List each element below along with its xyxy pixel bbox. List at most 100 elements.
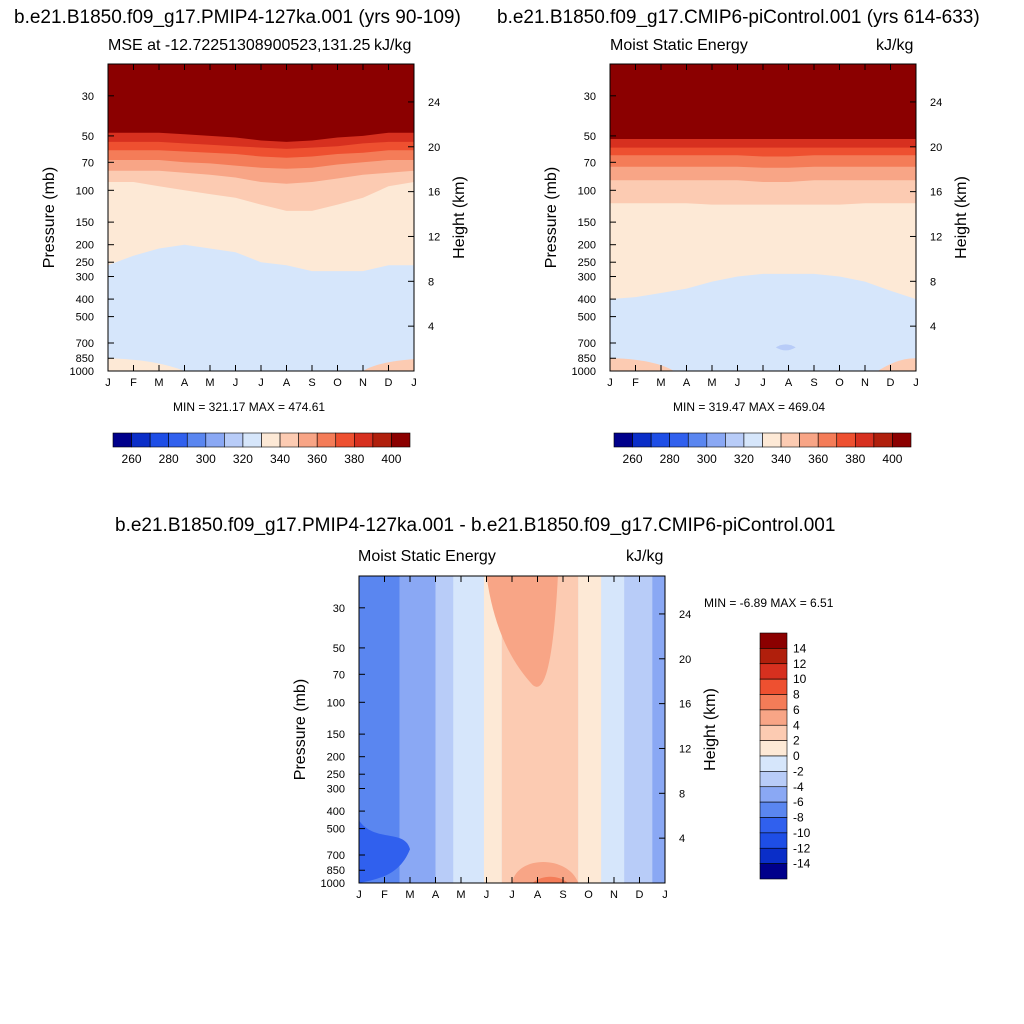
x-tick-label: J [607, 377, 613, 389]
diff-band-peak [532, 876, 569, 883]
x-tick-label: J [233, 377, 239, 389]
y-tick-label: 200 [578, 240, 596, 252]
colorbar-box [186, 432, 207, 448]
colorbar-box [892, 432, 912, 448]
x-tick-label: F [632, 377, 639, 389]
x-tick-label: O [584, 889, 593, 901]
colorbar-label: 280 [159, 452, 179, 466]
colorbar-label: 360 [307, 452, 327, 466]
x-tick-label: N [359, 377, 367, 389]
colorbar-label: 400 [882, 452, 902, 466]
y-tick-label: 50 [82, 131, 94, 143]
colorbar-box [759, 832, 788, 849]
x-tick-label: S [810, 377, 817, 389]
x-tick-label: A [683, 377, 691, 389]
height-tick-label: 8 [679, 788, 685, 800]
y-tick-label: 700 [578, 338, 596, 350]
x-tick-label: J [509, 889, 515, 901]
contour-band-320 [108, 316, 414, 371]
colorbar-label: 4 [793, 718, 800, 732]
colorbar-box [372, 432, 392, 448]
colorbar-box [669, 432, 689, 448]
x-tick-label: J [411, 377, 417, 389]
colorbar-box [759, 740, 788, 757]
height-tick-label: 8 [428, 276, 434, 288]
colorbar-label: 12 [793, 657, 807, 671]
colorbar-box [391, 432, 411, 448]
colorbar-box [759, 678, 788, 695]
colorbar-box [759, 755, 788, 772]
x-tick-label: A [785, 377, 793, 389]
colorbar-box [873, 432, 893, 448]
panel-title-right: b.e21.B1850.f09_g17.CMIP6-piControl.001 … [497, 7, 980, 28]
colorbar-label: 6 [793, 703, 800, 717]
y-tick-label: 30 [333, 603, 345, 615]
colorbar-box [706, 432, 726, 448]
colorbar-box [762, 432, 782, 448]
contour-band-320 [673, 318, 872, 371]
diff-band-max-lower [512, 862, 579, 883]
colorbar-box [780, 432, 800, 448]
colorbar-label: -6 [793, 795, 804, 809]
diff-band-3 [453, 576, 484, 883]
colorbar-label: -4 [793, 780, 804, 794]
colorbar-label: -12 [793, 841, 811, 855]
height-tick-label: 12 [428, 231, 440, 243]
colorbar-box [836, 432, 856, 448]
y-tick-label: 1000 [321, 878, 345, 890]
diff-band-min [359, 820, 410, 883]
x-tick-label: A [181, 377, 189, 389]
height-tick-label: 24 [930, 97, 942, 109]
x-tick-label: J [735, 377, 741, 389]
height-axis-title: Height (km) [953, 176, 970, 259]
units-left-pmip: kJ/kg [374, 37, 412, 54]
colorbar-box [759, 663, 788, 680]
plot-area-top-right [609, 63, 917, 372]
panel-title-diff: b.e21.B1850.f09_g17.PMIP4-127ka.001 - b.… [115, 515, 836, 536]
height-tick-label: 20 [428, 142, 440, 154]
height-tick-label: 12 [930, 231, 942, 243]
height-tick-label: 20 [679, 654, 691, 666]
colorbar-label: 260 [122, 452, 142, 466]
height-tick-label: 8 [930, 276, 936, 288]
colorbar-box [759, 709, 788, 726]
contour-band-400 [108, 64, 414, 142]
colorbar-box [168, 432, 188, 448]
diff-band-9 [652, 576, 665, 883]
x-tick-label: O [333, 377, 342, 389]
diff-band-2 [435, 576, 454, 883]
colorbar-box [743, 432, 763, 448]
colorbar-box [335, 432, 355, 448]
x-tick-label: J [760, 377, 766, 389]
x-tick-label: M [205, 377, 214, 389]
y-tick-label: 700 [327, 850, 345, 862]
colorbar-box [759, 847, 788, 864]
colorbar-box [242, 432, 262, 448]
colorbar-box [759, 648, 788, 665]
y-tick-label: 400 [327, 806, 345, 818]
colorbar-label: 360 [808, 452, 828, 466]
subtitle-diff: Moist Static Energy [358, 548, 496, 565]
y-tick-label: 50 [333, 643, 345, 655]
y-tick-label: 500 [76, 312, 94, 324]
y-tick-label: 150 [327, 729, 345, 741]
height-tick-label: 12 [679, 743, 691, 755]
y-tick-label: 300 [76, 272, 94, 284]
y-tick-label: 850 [327, 865, 345, 877]
y-tick-label: 100 [76, 185, 94, 197]
contour-band-400 [610, 64, 916, 139]
y-axis-title: Pressure (mb) [543, 167, 560, 268]
colorbar-box [725, 432, 745, 448]
colorbar-label: 2 [793, 734, 800, 748]
x-tick-label: J [105, 377, 111, 389]
subtitle-left-pmip: MSE at -12.72251308900523,131.25 [108, 37, 371, 54]
colorbar-label: -2 [793, 764, 804, 778]
height-tick-label: 16 [679, 699, 691, 711]
colorbar-box [817, 432, 838, 448]
colorbar-box [316, 432, 337, 448]
stats-pmip: MIN = 321.17 MAX = 474.61 [173, 400, 326, 414]
x-tick-label: N [861, 377, 869, 389]
x-tick-label: S [559, 889, 566, 901]
y-tick-label: 300 [578, 272, 596, 284]
y-tick-label: 150 [76, 217, 94, 229]
